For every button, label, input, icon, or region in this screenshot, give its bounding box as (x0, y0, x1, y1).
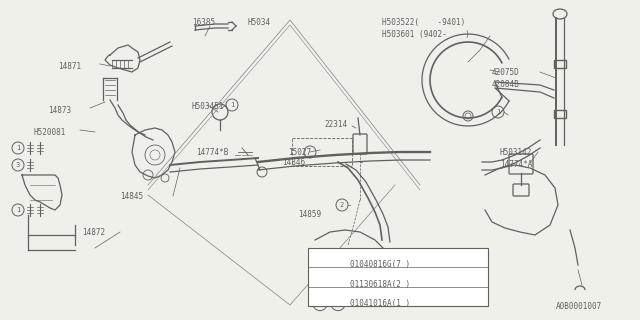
Text: 14774*B: 14774*B (196, 148, 228, 157)
Text: H503451: H503451 (192, 102, 225, 111)
Text: 14846: 14846 (282, 158, 305, 167)
Text: 14859: 14859 (298, 210, 321, 219)
Text: 01040816G(7 ): 01040816G(7 ) (350, 260, 410, 269)
Text: 16385: 16385 (192, 18, 215, 27)
Text: 1: 1 (230, 102, 234, 108)
Text: B: B (336, 299, 340, 308)
Text: 01130618A(2 ): 01130618A(2 ) (350, 280, 410, 289)
Text: 2: 2 (340, 202, 344, 208)
Text: H503142: H503142 (500, 148, 532, 157)
Text: 01041016A(1 ): 01041016A(1 ) (350, 299, 410, 308)
Text: 42084B: 42084B (492, 80, 520, 89)
Text: 1: 1 (317, 260, 323, 269)
Text: 14845: 14845 (120, 192, 143, 201)
Bar (292, 138, 352, 166)
Text: 22314: 22314 (324, 120, 347, 129)
Text: 1: 1 (16, 145, 20, 151)
Text: H503601 (9402-    ): H503601 (9402- ) (382, 30, 470, 39)
Text: H5034: H5034 (248, 18, 271, 27)
Text: 1: 1 (496, 109, 500, 115)
Text: 14872: 14872 (82, 228, 105, 237)
Text: B: B (336, 260, 340, 269)
Text: 1: 1 (16, 207, 20, 213)
Text: B: B (336, 280, 340, 289)
Bar (308, 248, 488, 306)
Text: A0B0001007: A0B0001007 (556, 302, 602, 311)
Text: 3: 3 (16, 162, 20, 168)
Text: 14774*A: 14774*A (500, 160, 532, 169)
Text: H520081: H520081 (34, 128, 67, 137)
Text: 15027: 15027 (288, 148, 311, 157)
Text: H503522(    -9401): H503522( -9401) (382, 18, 465, 27)
Text: 3: 3 (317, 299, 323, 308)
Text: 42075D: 42075D (492, 68, 520, 77)
Text: 14873: 14873 (48, 106, 71, 115)
Text: 14871: 14871 (58, 62, 81, 71)
Text: 2: 2 (317, 280, 323, 289)
